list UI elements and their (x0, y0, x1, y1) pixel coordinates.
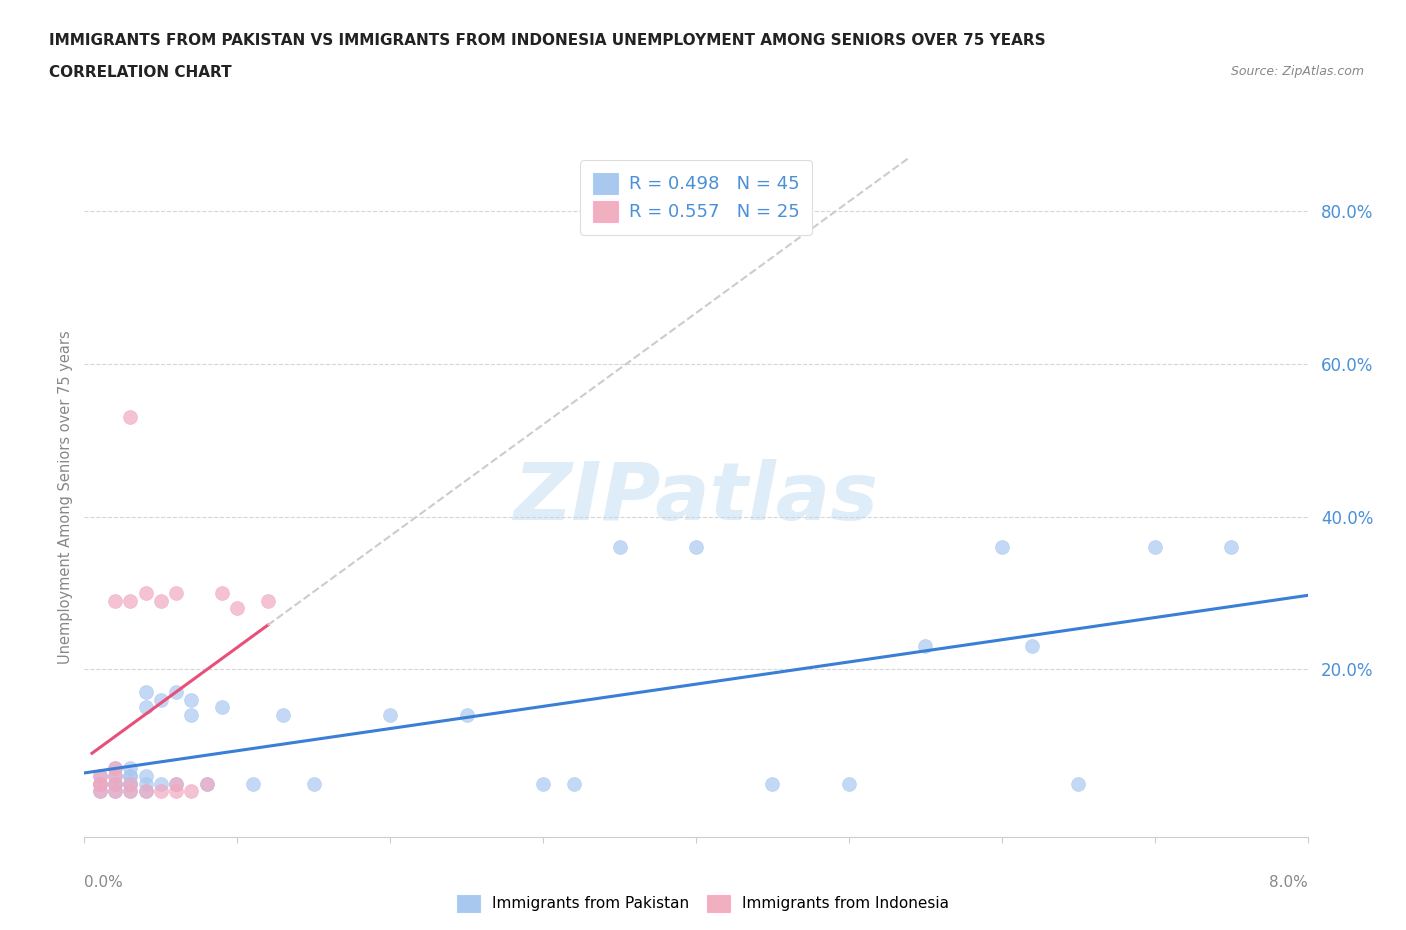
Point (89, 784, 111, 799)
Point (120, 777, 142, 791)
Point (104, 593, 127, 608)
Point (135, 784, 157, 799)
Point (89, 777, 111, 791)
Point (104, 777, 127, 791)
Point (104, 784, 127, 799)
Point (135, 700, 157, 715)
Point (135, 684, 157, 699)
Point (180, 784, 202, 799)
Point (165, 777, 187, 791)
Text: IMMIGRANTS FROM PAKISTAN VS IMMIGRANTS FROM INDONESIA UNEMPLOYMENT AMONG SENIORS: IMMIGRANTS FROM PAKISTAN VS IMMIGRANTS F… (49, 33, 1046, 47)
Point (104, 777, 127, 791)
Point (271, 708, 294, 723)
Point (609, 539, 631, 554)
Text: 0.0%: 0.0% (84, 874, 124, 890)
Point (165, 684, 187, 699)
Point (165, 586, 187, 601)
Point (180, 708, 202, 723)
Point (211, 586, 233, 601)
Point (211, 700, 233, 715)
Point (195, 777, 218, 791)
Point (257, 593, 280, 608)
Point (135, 768, 157, 783)
Point (380, 708, 402, 723)
Point (149, 784, 172, 799)
Point (165, 777, 187, 791)
Point (120, 593, 142, 608)
Point (149, 593, 172, 608)
Point (226, 601, 249, 616)
Point (135, 777, 157, 791)
Point (135, 586, 157, 601)
Point (838, 777, 860, 791)
Point (302, 777, 325, 791)
Point (89, 777, 111, 791)
Point (531, 777, 554, 791)
Point (165, 784, 187, 799)
Text: Source: ZipAtlas.com: Source: ZipAtlas.com (1230, 65, 1364, 78)
Text: ZIPatlas: ZIPatlas (513, 458, 879, 537)
Point (104, 761, 127, 776)
Point (456, 708, 478, 723)
Point (685, 539, 707, 554)
Point (1067, 777, 1090, 791)
Point (104, 768, 127, 783)
Point (104, 777, 127, 791)
Point (89, 777, 111, 791)
Point (914, 639, 936, 654)
Point (149, 692, 172, 707)
Point (761, 777, 783, 791)
Point (1220, 539, 1243, 554)
Point (120, 768, 142, 783)
Point (562, 777, 585, 791)
Legend: R = 0.498   N = 45, R = 0.557   N = 25: R = 0.498 N = 45, R = 0.557 N = 25 (579, 160, 813, 234)
Point (242, 777, 264, 791)
Point (120, 761, 142, 776)
Text: CORRELATION CHART: CORRELATION CHART (49, 65, 232, 80)
Point (120, 410, 142, 425)
Point (89, 784, 111, 799)
Point (89, 777, 111, 791)
Text: 8.0%: 8.0% (1268, 874, 1308, 890)
Point (104, 761, 127, 776)
Point (990, 539, 1012, 554)
Point (104, 784, 127, 799)
Point (149, 777, 172, 791)
Point (89, 768, 111, 783)
Y-axis label: Unemployment Among Seniors over 75 years: Unemployment Among Seniors over 75 years (58, 331, 73, 664)
Point (89, 768, 111, 783)
Point (120, 777, 142, 791)
Point (120, 777, 142, 791)
Point (120, 768, 142, 783)
Point (135, 784, 157, 799)
Point (1143, 539, 1166, 554)
Point (180, 692, 202, 707)
Point (120, 784, 142, 799)
Point (104, 768, 127, 783)
Point (195, 777, 218, 791)
Point (120, 784, 142, 799)
Point (1021, 639, 1043, 654)
Legend: Immigrants from Pakistan, Immigrants from Indonesia: Immigrants from Pakistan, Immigrants fro… (450, 889, 956, 918)
